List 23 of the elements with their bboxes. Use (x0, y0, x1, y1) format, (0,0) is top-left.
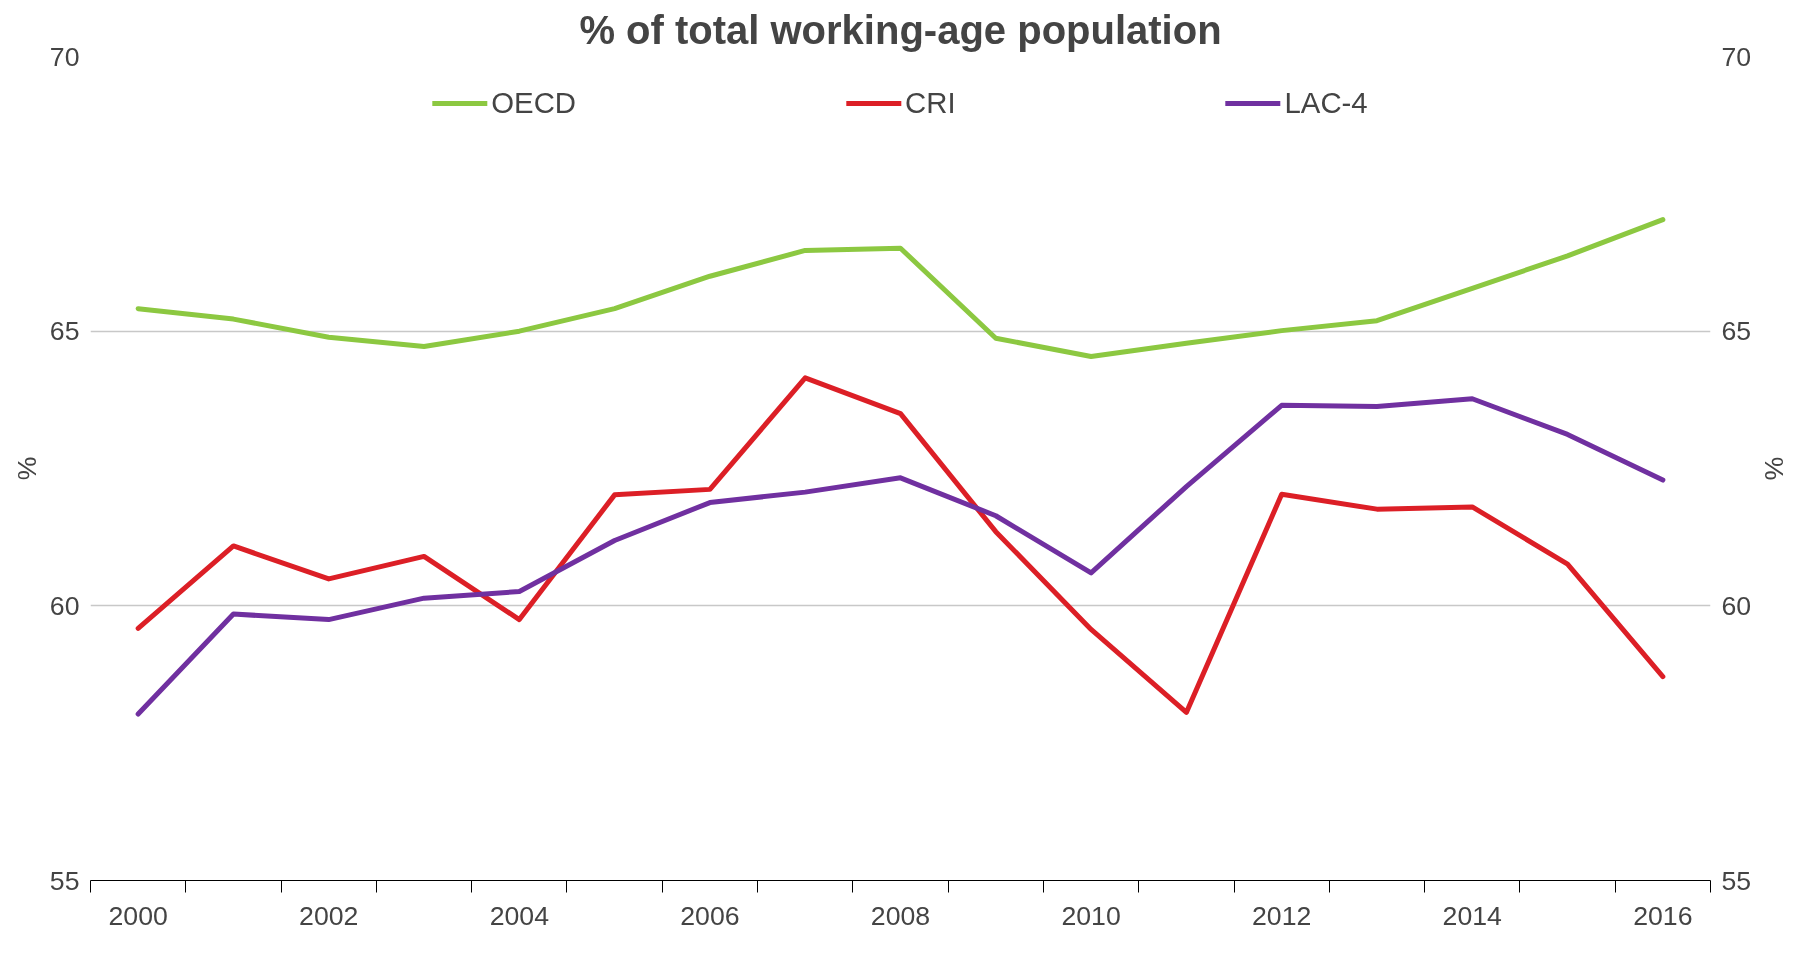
x-tick-label: 2008 (870, 900, 931, 931)
y2-tick-label: 65 (1721, 316, 1752, 347)
y-tick-label: 60 (49, 590, 80, 621)
x-tick-label: 2016 (1633, 900, 1693, 931)
y-tick-label: 70 (49, 41, 80, 72)
x-tick-label: 2006 (680, 900, 740, 931)
legend-label: CRI (905, 86, 956, 120)
x-tick-label: 2000 (108, 900, 168, 931)
y-axis-title: % (11, 456, 42, 481)
x-tick-label: 2004 (489, 900, 550, 931)
x-tick-label: 2014 (1442, 900, 1503, 931)
x-tick-label: 2002 (299, 900, 359, 931)
y-tick-label: 55 (49, 865, 80, 896)
y2-axis-title: % (1759, 456, 1790, 481)
x-tick-label: 2012 (1252, 900, 1312, 931)
legend-label: OECD (491, 86, 577, 120)
y2-tick-label: 60 (1721, 590, 1752, 621)
y2-tick-label: 70 (1721, 41, 1752, 72)
legend-label: LAC-4 (1284, 86, 1368, 120)
chart-title: % of total working-age population (579, 7, 1222, 52)
y-tick-label: 65 (49, 316, 80, 347)
y2-tick-label: 55 (1721, 865, 1752, 896)
x-tick-label: 2010 (1061, 900, 1121, 931)
